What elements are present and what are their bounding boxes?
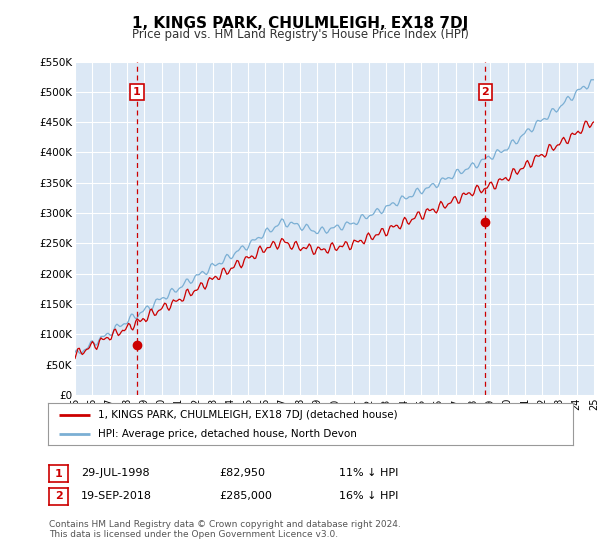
Text: 16% ↓ HPI: 16% ↓ HPI [339, 491, 398, 501]
Text: 19-SEP-2018: 19-SEP-2018 [81, 491, 152, 501]
Text: £285,000: £285,000 [219, 491, 272, 501]
Text: HPI: Average price, detached house, North Devon: HPI: Average price, detached house, Nort… [98, 429, 357, 439]
Text: £82,950: £82,950 [219, 468, 265, 478]
Text: 2: 2 [55, 491, 62, 501]
Text: 29-JUL-1998: 29-JUL-1998 [81, 468, 149, 478]
Text: 1: 1 [133, 87, 141, 97]
Text: 11% ↓ HPI: 11% ↓ HPI [339, 468, 398, 478]
Text: 1, KINGS PARK, CHULMLEIGH, EX18 7DJ (detached house): 1, KINGS PARK, CHULMLEIGH, EX18 7DJ (det… [98, 409, 398, 419]
Text: 1, KINGS PARK, CHULMLEIGH, EX18 7DJ: 1, KINGS PARK, CHULMLEIGH, EX18 7DJ [132, 16, 468, 31]
Text: 1: 1 [55, 469, 62, 479]
Text: 2: 2 [481, 87, 489, 97]
Text: Price paid vs. HM Land Registry's House Price Index (HPI): Price paid vs. HM Land Registry's House … [131, 28, 469, 41]
Text: Contains HM Land Registry data © Crown copyright and database right 2024.
This d: Contains HM Land Registry data © Crown c… [49, 520, 401, 539]
